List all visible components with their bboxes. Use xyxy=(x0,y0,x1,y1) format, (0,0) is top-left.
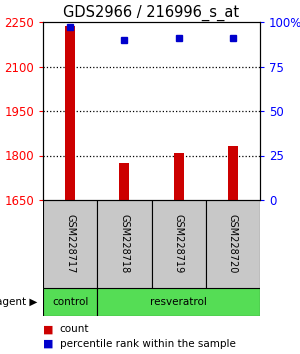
Text: GSM228717: GSM228717 xyxy=(65,214,75,274)
Bar xyxy=(174,153,184,200)
Bar xyxy=(152,200,206,288)
Bar xyxy=(97,288,260,316)
Bar xyxy=(65,27,75,200)
Text: count: count xyxy=(59,324,89,334)
Bar xyxy=(206,200,260,288)
Bar xyxy=(43,288,97,316)
Text: control: control xyxy=(52,297,88,307)
Text: GSM228718: GSM228718 xyxy=(119,215,129,274)
Text: agent ▶: agent ▶ xyxy=(0,297,37,307)
Bar xyxy=(228,146,238,200)
Bar xyxy=(97,200,152,288)
Text: GSM228719: GSM228719 xyxy=(174,215,184,274)
Text: GSM228720: GSM228720 xyxy=(228,214,238,274)
Title: GDS2966 / 216996_s_at: GDS2966 / 216996_s_at xyxy=(63,5,240,21)
Text: percentile rank within the sample: percentile rank within the sample xyxy=(59,338,236,349)
Bar xyxy=(43,200,97,288)
Text: ■: ■ xyxy=(43,338,53,349)
Text: ■: ■ xyxy=(43,324,53,334)
Text: resveratrol: resveratrol xyxy=(150,297,207,307)
Bar xyxy=(119,163,129,200)
